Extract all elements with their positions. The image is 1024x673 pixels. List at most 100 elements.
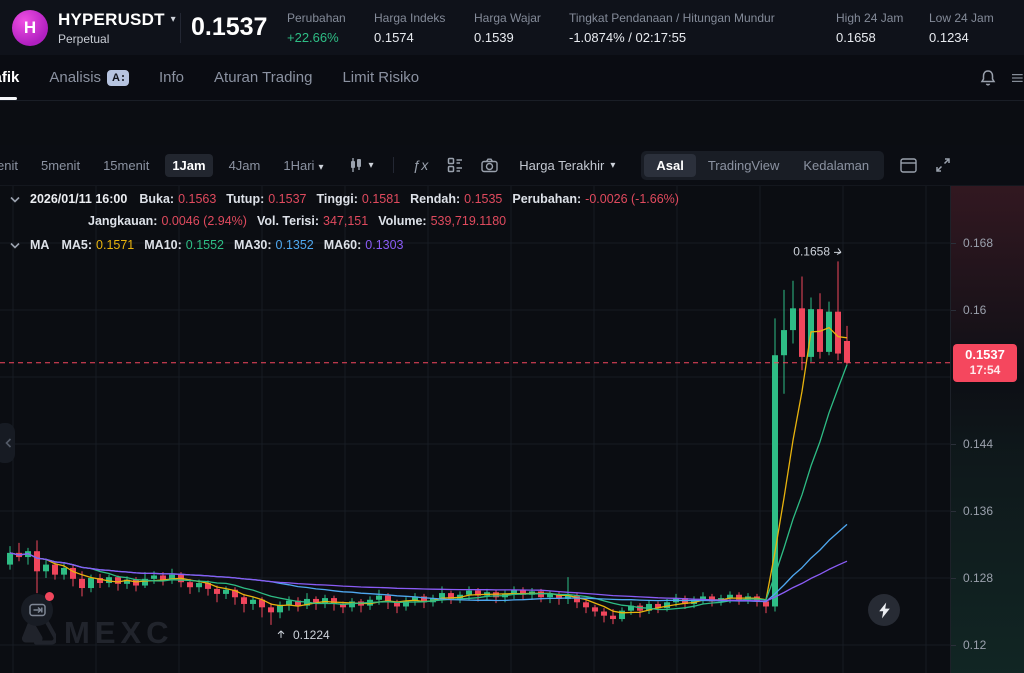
candle-80 — [727, 594, 733, 599]
candle-31 — [286, 600, 292, 605]
legend-label: Rendah: — [410, 192, 461, 206]
candle-85 — [772, 355, 778, 607]
candle-73 — [664, 602, 670, 609]
sidebar-collapse-handle[interactable] — [0, 423, 15, 463]
tab-label: Aturan Trading — [214, 69, 313, 86]
candle-93 — [844, 340, 850, 363]
axis-price-0-16: 0.16 — [963, 303, 987, 317]
ohlc-legend-row2: Jangkauan: 0.0046 (2.94%) Vol. Terisi: 347,… — [88, 214, 516, 228]
lightning-icon — [878, 602, 890, 618]
candle-68 — [619, 610, 625, 620]
indicator-fx-button[interactable]: ƒx — [412, 157, 430, 173]
timeframe-5menit[interactable]: 5menit — [41, 157, 81, 173]
symbol-block[interactable]: HYPERUSDT ▾ Perpetual — [58, 10, 178, 46]
candle-18 — [169, 574, 175, 581]
stat-label: Low 24 Jam — [929, 10, 994, 25]
axis-price-0-136: 0.136 — [963, 504, 994, 518]
legend-pair-ma30-: MA30: 0.1352 — [234, 238, 314, 252]
price-source-dropdown[interactable]: Harga Terakhir ▾ — [519, 158, 615, 173]
legend-label: Tutup: — [226, 192, 265, 206]
legend-value: 347,151 — [323, 214, 369, 228]
price-source-label: Harga Terakhir — [519, 157, 605, 173]
candle-92 — [835, 311, 841, 354]
legend-value: 0.1581 — [361, 192, 401, 206]
stat-value: +22.66% — [287, 29, 339, 45]
screenshot-camera-icon[interactable] — [481, 158, 498, 173]
tab-aturan-trading[interactable]: Aturan Trading — [214, 55, 312, 100]
candle-20 — [187, 582, 193, 588]
axis-tick — [951, 510, 956, 512]
candle-12 — [115, 577, 121, 584]
tab-limit-risiko[interactable]: Limit Risiko — [342, 55, 419, 100]
layout-panel-icon[interactable] — [900, 157, 917, 173]
candle-49 — [448, 593, 454, 599]
candle-21 — [196, 583, 202, 588]
price-axis[interactable]: 0.168 0.16 0.144 0.136 0.128 0.12 0.1537 17:5… — [950, 185, 1024, 673]
candle-29 — [268, 607, 274, 613]
candle-7 — [70, 567, 76, 579]
candle-37 — [340, 603, 346, 608]
watermark-text: MEXC — [64, 615, 174, 650]
timeframe-4jam[interactable]: 4Jam — [228, 157, 261, 173]
chart-style-caret-icon: ▾ — [368, 159, 374, 171]
candle-30 — [277, 604, 283, 613]
timeframe-1hari[interactable]: 1Hari ▾ — [283, 157, 324, 173]
ticker-header: H HYPERUSDT ▾ Perpetual 0.1537 Perubahan… — [0, 0, 1024, 55]
panel-menu-icon[interactable] — [1012, 70, 1024, 86]
candle-90 — [817, 309, 823, 352]
timeframe-1menit[interactable]: 1menit — [0, 157, 19, 173]
header-stat-harga-wajar: Harga Wajar 0.1539 — [474, 11, 555, 45]
candle-86 — [781, 330, 787, 356]
quick-trade-button[interactable] — [868, 594, 900, 626]
view-tab-asal[interactable]: Asal — [644, 153, 696, 177]
legend-label: Jangkauan: — [88, 214, 158, 228]
legend-label: MA30: — [234, 238, 272, 252]
symbol-dropdown-caret-icon[interactable]: ▾ — [170, 14, 176, 25]
candle-65 — [592, 607, 598, 612]
tab-label: Analisis — [49, 69, 102, 86]
ai-badge-dots — [122, 74, 124, 81]
legend-value: 0.0046 (2.94%) — [161, 214, 247, 228]
indicator-settings-icon[interactable] — [447, 157, 463, 173]
header-divider — [180, 12, 181, 43]
legend-pair-ma60-: MA60: 0.1303 — [324, 238, 404, 252]
token-logo: H — [12, 9, 48, 46]
tab-grafik[interactable]: Grafik — [0, 55, 19, 100]
tab-label: Limit Risiko — [342, 69, 420, 86]
candle-63 — [574, 595, 580, 603]
candle-56 — [511, 589, 517, 594]
ma60-line — [9, 552, 848, 602]
candle-87 — [790, 308, 796, 331]
header-stat-high-24-jam: High 24 Jam 0.1658 — [836, 11, 915, 45]
candle-8 — [79, 578, 85, 589]
legend-label: Vol. Terisi: — [256, 214, 320, 228]
bell-icon[interactable] — [978, 68, 998, 88]
axis-price-0-168: 0.168 — [963, 236, 994, 250]
view-tab-kedalaman[interactable]: Kedalaman — [803, 157, 870, 173]
tab-info[interactable]: Info — [159, 55, 184, 100]
candle-4 — [43, 564, 49, 572]
replay-button[interactable] — [21, 592, 54, 626]
candle-72 — [655, 603, 661, 609]
header-stats: Perubahan +22.66% Harga Indeks 0.1574 Harga … — [287, 11, 1023, 45]
legend-collapse-icon[interactable] — [10, 196, 20, 203]
chart-style-candle-icon[interactable]: ▾ — [348, 157, 374, 173]
fullscreen-icon[interactable] — [935, 157, 951, 173]
candle-84 — [763, 601, 769, 607]
legend-value: 0.1535 — [464, 192, 503, 206]
price-source-caret-icon: ▾ — [610, 159, 616, 171]
candle-17 — [160, 575, 166, 581]
tab-analisis[interactable]: Analisis A — [49, 55, 129, 100]
ma-collapse-icon[interactable] — [10, 242, 20, 249]
legend-value: 539,719.1180 — [430, 214, 507, 228]
timeframe-caret-icon: ▾ — [318, 161, 324, 173]
token-logo-letter: H — [23, 17, 37, 37]
view-tab-tradingview[interactable]: TradingView — [707, 157, 780, 173]
timeframe-15menit[interactable]: 15menit — [103, 157, 150, 173]
timeframe-1jam[interactable]: 1Jam — [165, 153, 213, 177]
candle-6 — [61, 567, 67, 575]
stat-value: 0.1574 — [374, 29, 414, 45]
ma10-line — [9, 364, 848, 611]
ai-badge-icon: A — [107, 69, 129, 86]
